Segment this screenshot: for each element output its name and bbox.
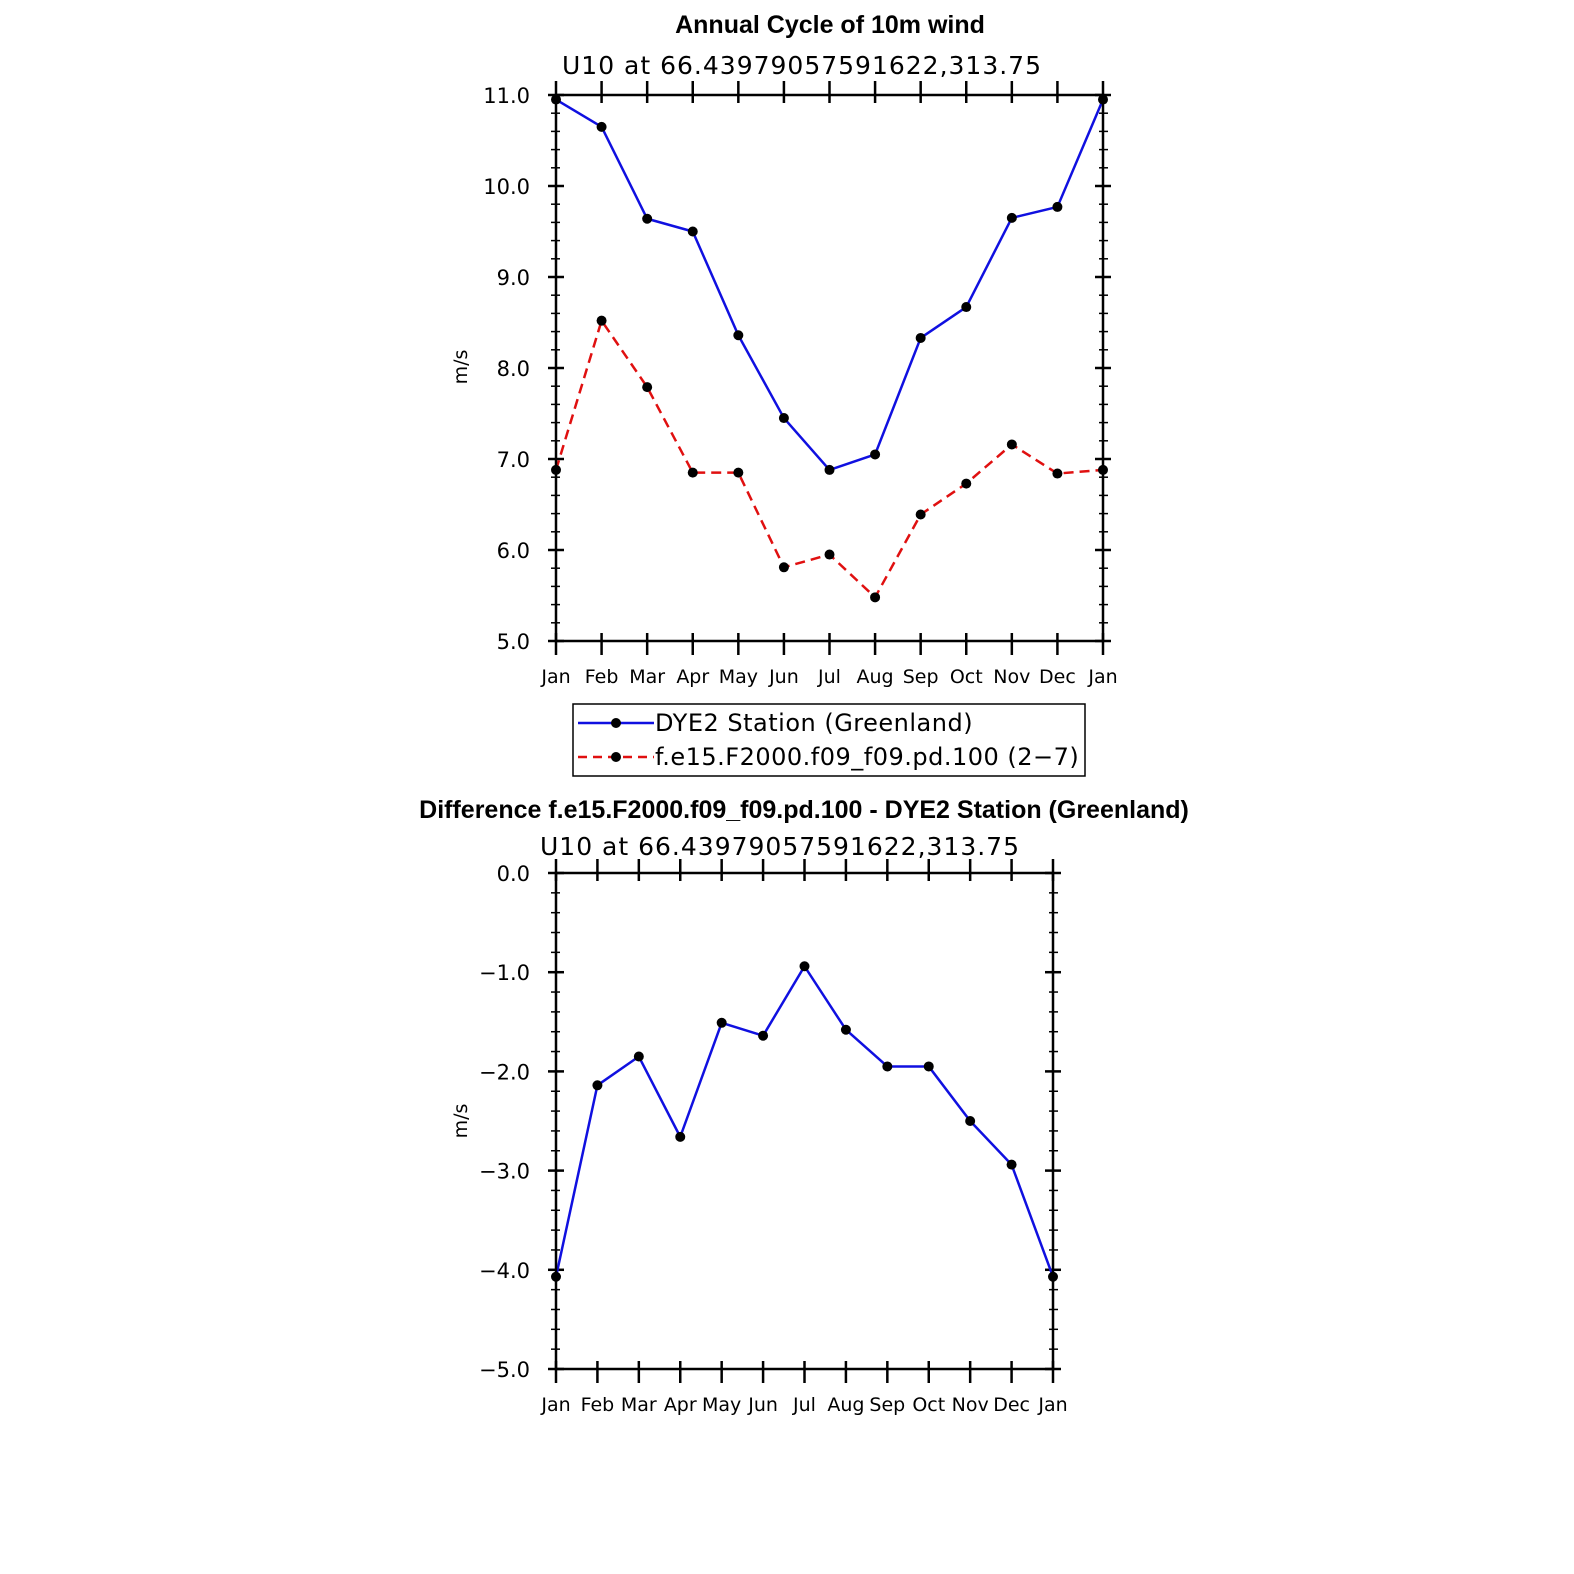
plot-frame bbox=[554, 93, 1105, 643]
x-tick-label: May bbox=[719, 666, 758, 688]
series-marks bbox=[551, 961, 1058, 1282]
y-tick-label: 8.0 bbox=[497, 357, 530, 381]
data-point bbox=[1052, 201, 1063, 212]
legend-entry-model: f.e15.F2000.f09_f09.pd.100 (2−7) bbox=[655, 743, 1079, 771]
data-point bbox=[961, 478, 972, 489]
data-point bbox=[592, 1080, 603, 1091]
y-tick-label: 11.0 bbox=[483, 84, 530, 108]
chart-title: Annual Cycle of 10m wind bbox=[675, 11, 985, 39]
data-point bbox=[687, 226, 698, 237]
y-axis-label: m/s bbox=[450, 1104, 472, 1139]
x-tick-label: Jul bbox=[792, 1394, 816, 1416]
x-tick-label: Mar bbox=[621, 1394, 657, 1416]
legend: DYE2 Station (Greenland) f.e15.F2000.f09… bbox=[572, 703, 1086, 777]
data-point bbox=[1006, 439, 1017, 450]
data-point bbox=[596, 121, 607, 132]
data-point bbox=[870, 449, 881, 460]
data-point bbox=[633, 1051, 644, 1062]
plot-frame bbox=[554, 871, 1055, 1371]
data-point bbox=[733, 467, 744, 478]
y-tick-label: −4.0 bbox=[479, 1259, 530, 1283]
series-marks bbox=[551, 94, 1108, 603]
axis-ticks: 5.0 6.0 7.0 8.0 9.0 10.0 11.0 Jan Feb Mar Apr May Ju… bbox=[483, 81, 1118, 688]
data-point bbox=[758, 1030, 769, 1041]
x-tick-label: Feb bbox=[585, 666, 619, 688]
x-tick-label: Jul bbox=[817, 666, 841, 688]
data-point bbox=[840, 1024, 851, 1035]
difference-chart: Difference f.e15.F2000.f09_f09.pd.100 - … bbox=[419, 796, 1189, 1416]
x-tick-label: Sep bbox=[869, 1394, 905, 1416]
data-point bbox=[596, 315, 607, 326]
data-point bbox=[1052, 468, 1063, 479]
data-point bbox=[870, 592, 881, 603]
data-point bbox=[716, 1017, 727, 1028]
x-tick-label: Sep bbox=[903, 666, 939, 688]
x-tick-label: Oct bbox=[950, 666, 983, 688]
annual-cycle-chart: Annual Cycle of 10m wind U10 at 66.43979… bbox=[450, 11, 1118, 777]
x-tick-label: Jan bbox=[1087, 666, 1117, 688]
x-tick-label: Apr bbox=[664, 1394, 697, 1416]
x-tick-label: May bbox=[702, 1394, 741, 1416]
data-point bbox=[642, 382, 653, 393]
data-point bbox=[778, 562, 789, 573]
data-point bbox=[675, 1131, 686, 1142]
legend-entry-obs: DYE2 Station (Greenland) bbox=[655, 709, 973, 737]
data-point bbox=[965, 1116, 976, 1126]
x-tick-label: Aug bbox=[827, 1394, 864, 1416]
x-tick-label: Aug bbox=[857, 666, 894, 688]
y-tick-label: 10.0 bbox=[483, 175, 530, 199]
legend-marker-obs bbox=[611, 718, 621, 728]
x-tick-label: Dec bbox=[993, 1394, 1030, 1416]
data-point bbox=[642, 213, 653, 224]
data-point bbox=[915, 509, 926, 520]
data-point bbox=[778, 413, 789, 424]
chart-subtitle: U10 at 66.43979057591622,313.75 bbox=[540, 832, 1020, 861]
data-point bbox=[1006, 212, 1017, 223]
data-point bbox=[687, 467, 698, 478]
x-tick-label: Jan bbox=[540, 1394, 570, 1416]
x-tick-label: Jan bbox=[1037, 1394, 1067, 1416]
y-tick-label: 5.0 bbox=[497, 630, 530, 654]
y-tick-label: 7.0 bbox=[497, 448, 530, 472]
x-tick-label: Jun bbox=[768, 666, 799, 688]
y-tick-label: −2.0 bbox=[479, 1060, 530, 1084]
data-point bbox=[915, 332, 926, 343]
chart-subtitle: U10 at 66.43979057591622,313.75 bbox=[562, 51, 1042, 80]
x-tick-label: Nov bbox=[952, 1394, 989, 1416]
data-point bbox=[824, 549, 835, 560]
data-point bbox=[1006, 1159, 1017, 1170]
x-tick-label: Jan bbox=[540, 666, 570, 688]
y-tick-label: −5.0 bbox=[479, 1358, 530, 1382]
x-tick-label: Feb bbox=[581, 1394, 615, 1416]
x-tick-label: Mar bbox=[629, 666, 665, 688]
x-tick-label: Apr bbox=[676, 666, 709, 688]
x-tick-label: Nov bbox=[993, 666, 1030, 688]
chart-title: Difference f.e15.F2000.f09_f09.pd.100 - … bbox=[419, 796, 1189, 824]
y-axis-label: m/s bbox=[450, 350, 472, 385]
x-tick-label: Dec bbox=[1039, 666, 1076, 688]
y-tick-label: 9.0 bbox=[497, 266, 530, 290]
data-point bbox=[923, 1061, 934, 1072]
x-tick-label: Oct bbox=[912, 1394, 945, 1416]
data-point bbox=[824, 464, 835, 475]
data-point bbox=[733, 330, 744, 341]
legend-box bbox=[572, 703, 1086, 777]
legend-marker-model bbox=[611, 752, 621, 762]
data-point bbox=[799, 961, 810, 972]
y-tick-label: −3.0 bbox=[479, 1160, 530, 1184]
y-tick-label: 0.0 bbox=[497, 862, 530, 886]
y-tick-label: −1.0 bbox=[479, 961, 530, 985]
data-point bbox=[961, 302, 972, 313]
x-tick-label: Jun bbox=[747, 1394, 778, 1416]
y-tick-label: 6.0 bbox=[497, 539, 530, 563]
data-point bbox=[882, 1061, 893, 1072]
